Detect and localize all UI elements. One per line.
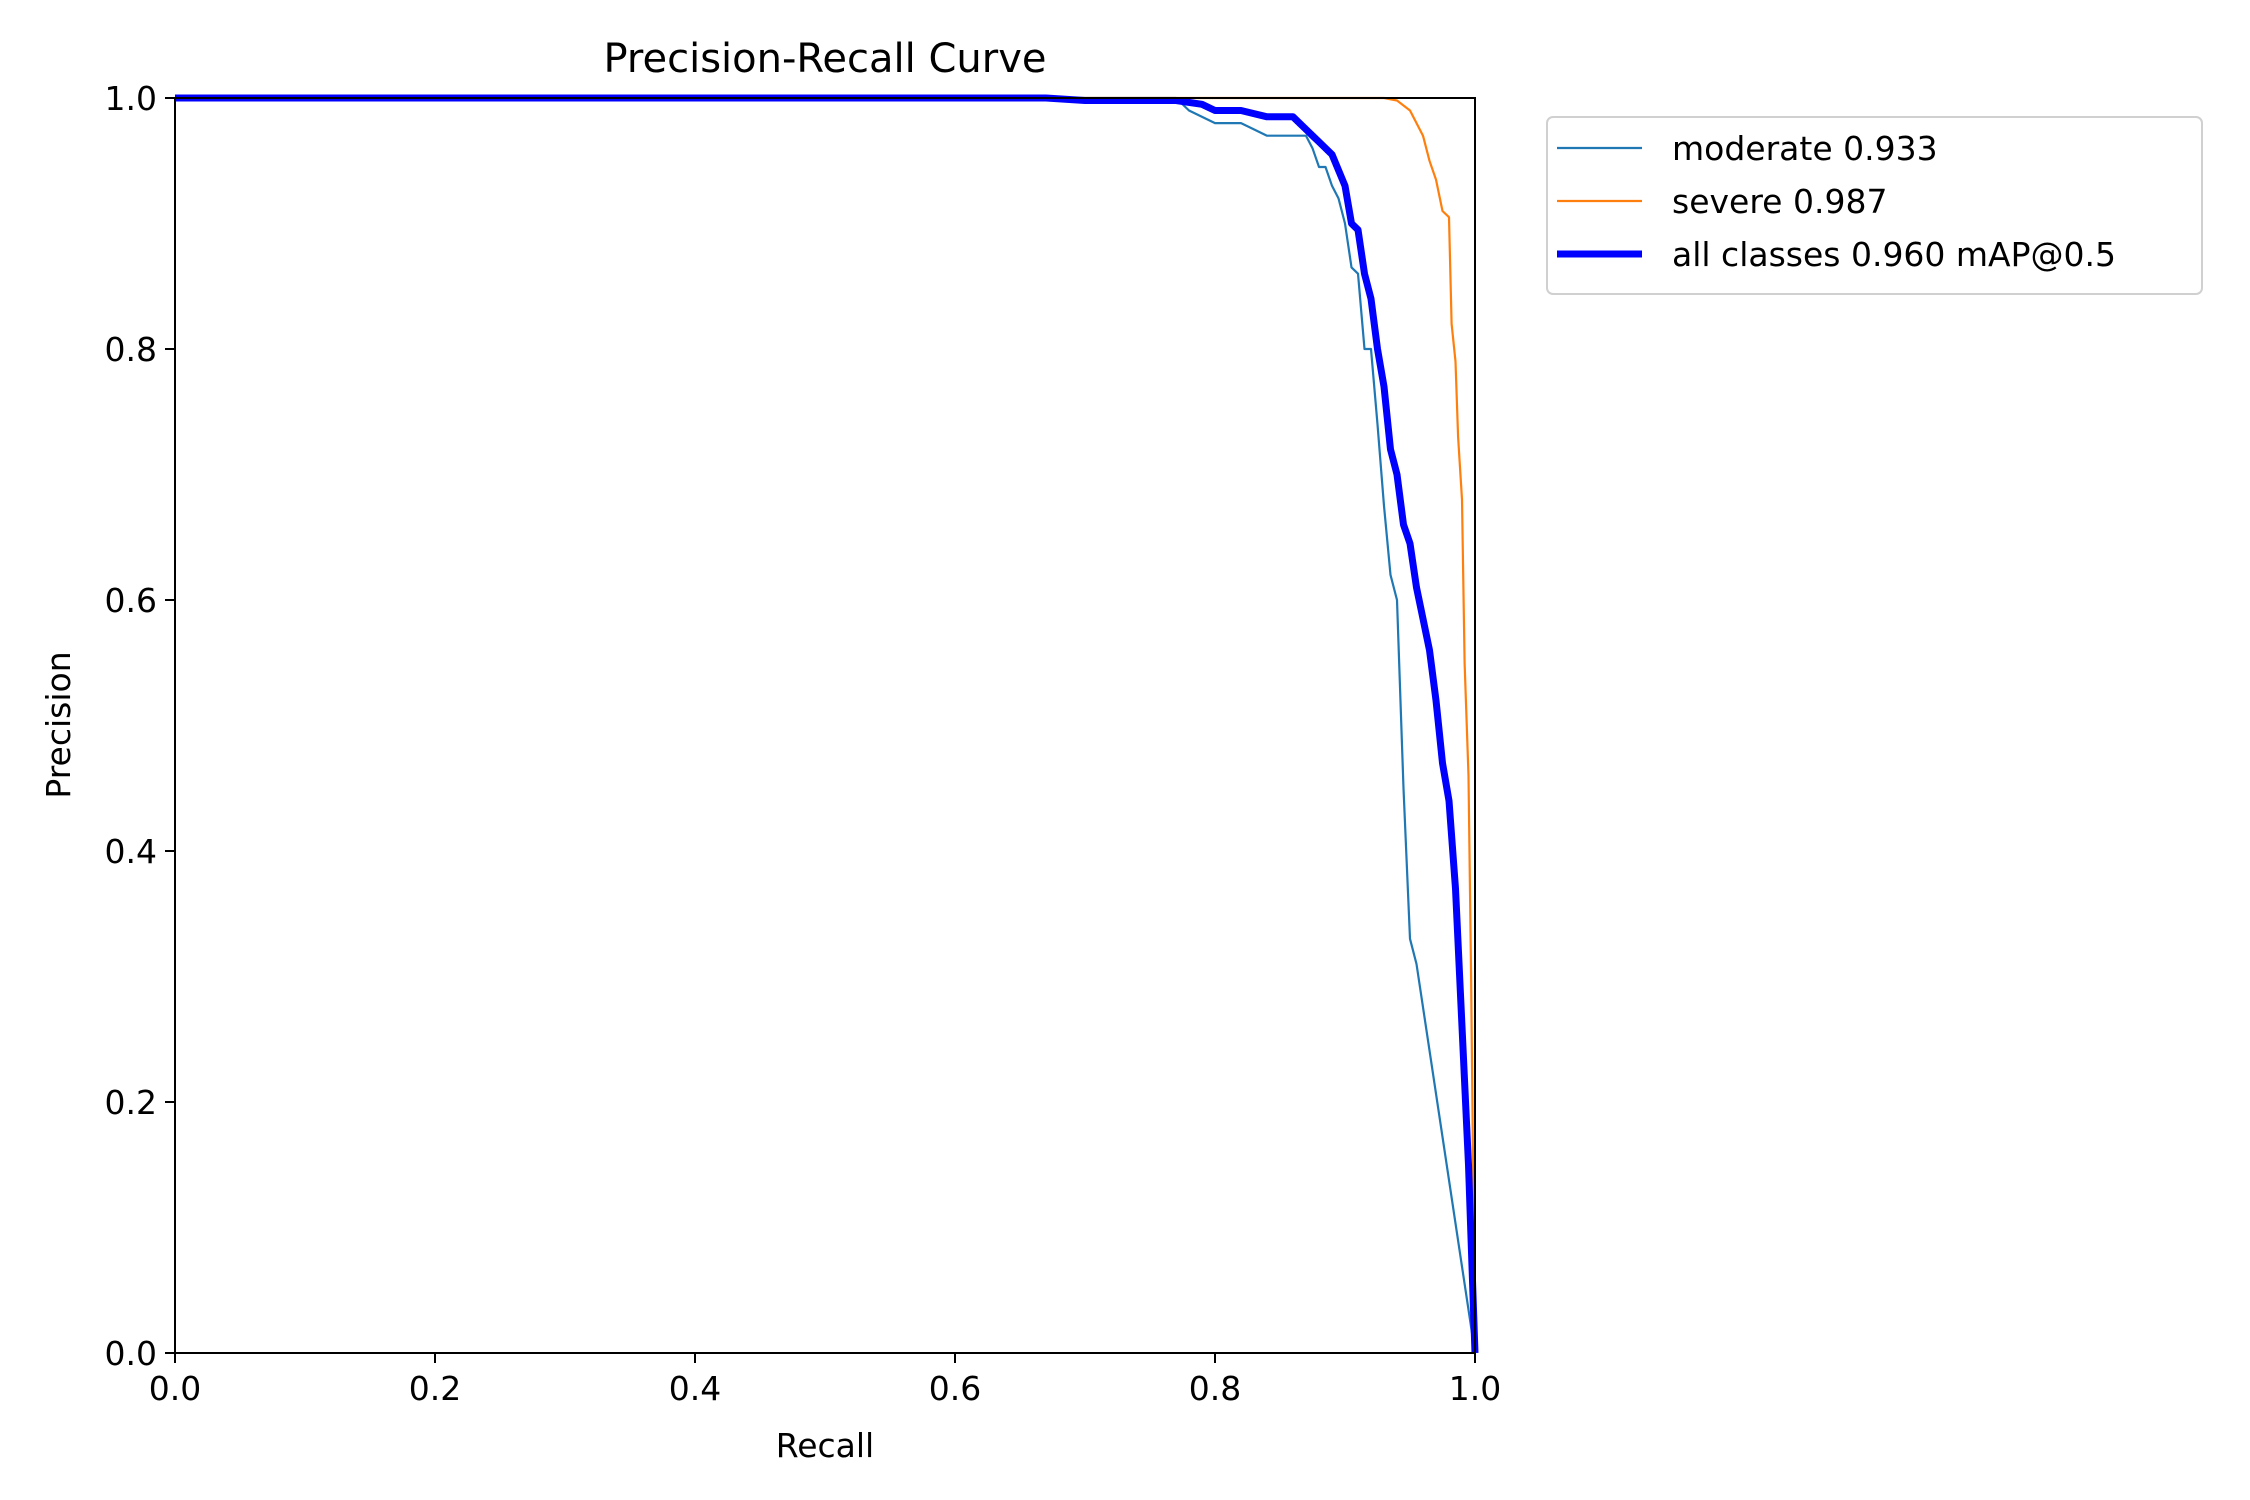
x-tick-label: 0.8 xyxy=(1189,1369,1241,1408)
series-line-moderate xyxy=(175,96,1477,1354)
y-tick-label: 0.4 xyxy=(105,832,157,871)
x-tick-label: 0.2 xyxy=(409,1369,461,1408)
y-axis-label: Precision xyxy=(39,651,78,798)
y-tick-label: 0.0 xyxy=(105,1334,157,1373)
legend-entry-all-classes: all classes 0.960 mAP@0.5 xyxy=(1557,235,2116,274)
y-tick-label: 0.2 xyxy=(105,1083,157,1122)
y-tick-label: 0.8 xyxy=(105,330,157,369)
y-axis: 0.0 0.2 0.4 0.6 0.8 1.0 xyxy=(105,79,175,1373)
legend-box xyxy=(1546,116,2203,295)
plot-frame xyxy=(174,97,1476,1354)
legend-label: moderate 0.933 xyxy=(1672,129,1938,168)
plot-background xyxy=(175,98,1475,1353)
legend-entry-severe: severe 0.987 xyxy=(1557,182,1887,221)
x-tick-label: 0.4 xyxy=(669,1369,721,1408)
x-axis: 0.0 0.2 0.4 0.6 0.8 1.0 xyxy=(149,1353,1501,1408)
legend-label: all classes 0.960 mAP@0.5 xyxy=(1672,235,2116,274)
x-tick-label: 1.0 xyxy=(1449,1369,1501,1408)
legend: moderate 0.933 severe 0.987 all classes 0.… xyxy=(1546,116,2203,295)
legend-label: severe 0.987 xyxy=(1672,182,1887,221)
chart-title: Precision-Recall Curve xyxy=(604,36,1047,82)
series-line-all-classes xyxy=(175,94,1479,1354)
plot-area xyxy=(174,94,1479,1354)
legend-entry-moderate: moderate 0.933 xyxy=(1557,129,1938,168)
y-tick-label: 0.6 xyxy=(105,581,157,620)
x-tick-label: 0.6 xyxy=(929,1369,981,1408)
y-tick-label: 1.0 xyxy=(105,79,157,118)
x-axis-label: Recall xyxy=(776,1426,874,1465)
x-tick-label: 0.0 xyxy=(149,1369,201,1408)
